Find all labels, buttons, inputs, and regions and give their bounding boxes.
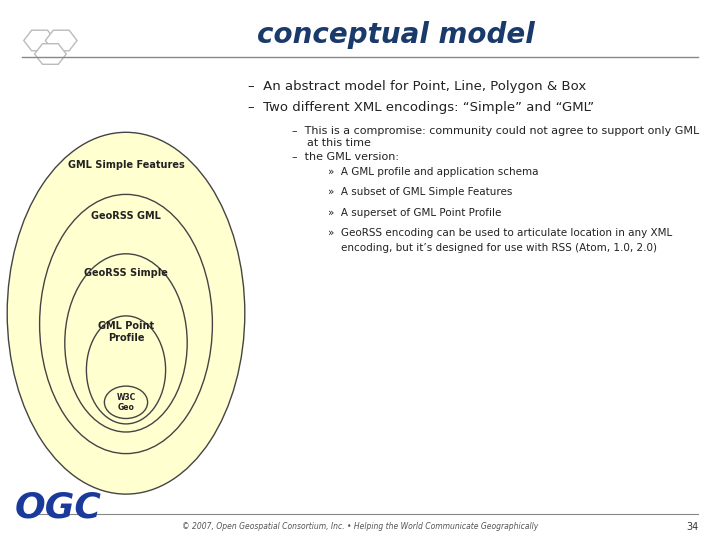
Ellipse shape: [65, 254, 187, 432]
Text: GML Simple Features: GML Simple Features: [68, 160, 184, 170]
Text: conceptual model: conceptual model: [257, 21, 535, 49]
Ellipse shape: [7, 132, 245, 494]
Text: at this time: at this time: [307, 138, 372, 148]
Text: GML Point
Profile: GML Point Profile: [98, 321, 154, 343]
Ellipse shape: [40, 194, 212, 454]
Text: –  Two different XML encodings: “Simple” and “GML”: – Two different XML encodings: “Simple” …: [248, 102, 595, 114]
Text: encoding, but it’s designed for use with RSS (Atom, 1.0, 2.0): encoding, but it’s designed for use with…: [341, 244, 657, 253]
Text: W3C
Geo: W3C Geo: [117, 393, 135, 412]
Text: »  A GML profile and application schema: » A GML profile and application schema: [328, 167, 538, 177]
Ellipse shape: [86, 316, 166, 424]
Text: »  A superset of GML Point Profile: » A superset of GML Point Profile: [328, 208, 501, 218]
Text: 34: 34: [686, 522, 698, 531]
Text: GeoRSS GML: GeoRSS GML: [91, 211, 161, 221]
Text: –  This is a compromise: community could not agree to support only GML: – This is a compromise: community could …: [292, 126, 699, 136]
Text: »  GeoRSS encoding can be used to articulate location in any XML: » GeoRSS encoding can be used to articul…: [328, 228, 672, 238]
Text: GeoRSS Simple: GeoRSS Simple: [84, 268, 168, 278]
Circle shape: [104, 386, 148, 418]
Text: OGC: OGC: [14, 491, 102, 524]
Text: © 2007, Open Geospatial Consortium, Inc. • Helping the World Communicate Geograp: © 2007, Open Geospatial Consortium, Inc.…: [182, 522, 538, 531]
Text: »  A subset of GML Simple Features: » A subset of GML Simple Features: [328, 187, 512, 197]
Text: –  the GML version:: – the GML version:: [292, 152, 399, 161]
Text: –  An abstract model for Point, Line, Polygon & Box: – An abstract model for Point, Line, Pol…: [248, 80, 587, 93]
